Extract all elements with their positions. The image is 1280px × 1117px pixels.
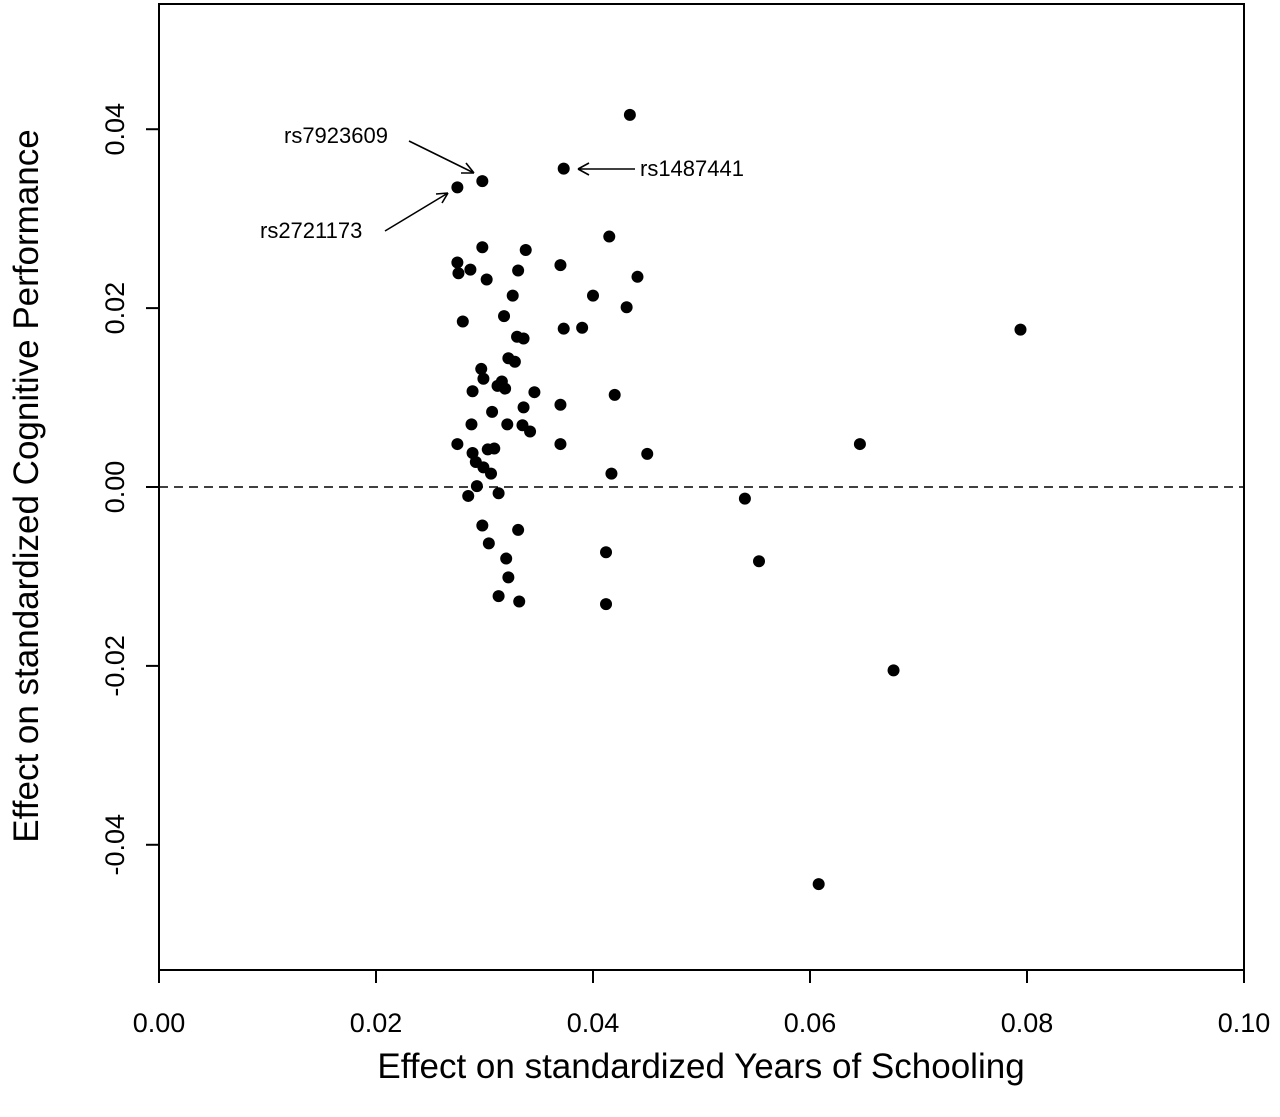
data-point	[641, 447, 654, 460]
data-point	[498, 310, 511, 323]
data-point	[482, 537, 495, 550]
data-point	[492, 487, 505, 500]
annotation-arrow-rs1487441	[577, 162, 635, 176]
data-point	[524, 425, 537, 438]
y-tick-label: -0.04	[100, 814, 130, 876]
x-tick-label: 0.04	[567, 1008, 620, 1038]
data-point	[554, 398, 567, 411]
y-tick-label: 0.02	[100, 282, 130, 335]
data-point	[513, 595, 526, 608]
data-point	[506, 289, 519, 302]
data-point	[464, 263, 477, 276]
data-point	[753, 555, 766, 568]
data-point	[492, 590, 505, 603]
data-point	[508, 355, 521, 368]
data-point	[462, 489, 475, 502]
data-point	[517, 332, 530, 345]
data-point	[600, 598, 613, 611]
data-point	[738, 492, 751, 505]
data-point	[451, 256, 464, 269]
data-point	[512, 264, 525, 277]
data-point	[1014, 323, 1027, 336]
data-point	[451, 181, 464, 194]
data-point	[475, 362, 488, 375]
x-axis: 0.00 0.02 0.04 0.06 0.08 0.10	[133, 970, 1271, 1038]
data-point	[812, 878, 825, 891]
data-point	[631, 270, 644, 283]
data-point	[600, 546, 613, 559]
data-point	[456, 315, 469, 328]
data-point	[476, 175, 489, 188]
data-point	[605, 467, 618, 480]
data-point	[576, 321, 589, 334]
data-point	[501, 418, 514, 431]
x-tick-label: 0.08	[1001, 1008, 1054, 1038]
data-point	[519, 243, 532, 256]
y-axis-title: Effect on standardized Cognitive Perform…	[7, 129, 46, 842]
x-tick-label: 0.02	[350, 1008, 403, 1038]
x-tick-label: 0.06	[784, 1008, 837, 1038]
annotation-label-rs1487441: rs1487441	[640, 156, 744, 181]
data-point	[528, 386, 541, 399]
data-point	[554, 438, 567, 451]
annotation-label-rs2721173: rs2721173	[260, 218, 362, 243]
annotation-arrow-rs7923609	[408, 140, 475, 174]
data-points	[451, 108, 1027, 891]
y-axis: -0.04 -0.02 0.00 0.02 0.04	[100, 103, 159, 876]
data-point	[603, 230, 616, 243]
data-point	[557, 162, 570, 175]
data-point	[623, 108, 636, 121]
data-point	[486, 405, 499, 418]
data-point	[480, 273, 493, 286]
y-tick-label: 0.00	[100, 461, 130, 514]
data-point	[499, 382, 512, 395]
data-point	[853, 438, 866, 451]
data-point	[477, 372, 490, 385]
data-point	[476, 241, 489, 254]
data-point	[466, 385, 479, 398]
data-point	[608, 388, 621, 401]
data-point	[587, 289, 599, 302]
data-point	[500, 552, 513, 565]
y-tick-label: 0.04	[100, 103, 130, 156]
x-tick-label: 0.10	[1218, 1008, 1271, 1038]
data-point	[485, 467, 498, 480]
data-point	[488, 442, 501, 455]
data-point	[502, 571, 515, 584]
data-point	[512, 523, 525, 536]
annotations: rs7923609 rs1487441 rs2721173	[260, 123, 744, 243]
x-tick-label: 0.00	[133, 1008, 186, 1038]
data-point	[557, 322, 570, 335]
data-point	[452, 267, 465, 280]
annotation-arrow-rs2721173	[384, 192, 449, 232]
data-point	[554, 259, 567, 272]
data-point	[470, 480, 483, 493]
data-point	[465, 418, 478, 431]
x-axis-title: Effect on standardized Years of Schoolin…	[377, 1047, 1024, 1086]
data-point	[476, 519, 489, 532]
data-point	[517, 401, 530, 414]
data-point	[887, 664, 900, 677]
data-point	[451, 438, 464, 451]
annotation-label-rs7923609: rs7923609	[284, 123, 388, 148]
y-tick-label: -0.02	[100, 635, 130, 697]
data-point	[620, 301, 633, 314]
